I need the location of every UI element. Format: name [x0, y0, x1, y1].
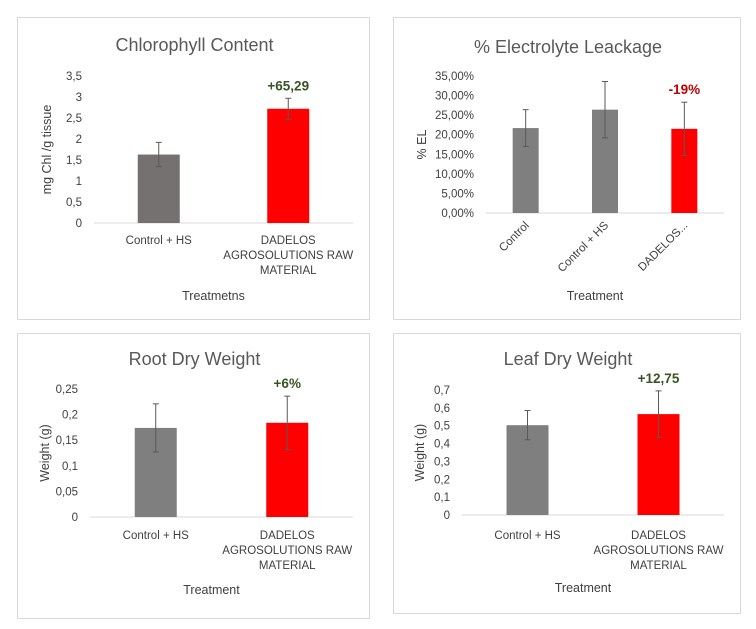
y-tick-label: 10,00%: [435, 169, 474, 181]
chart-panel-chlorophyll: Chlorophyll Content 0 0,5 1 1,5 2 2,5 3 3,5 Contr…: [17, 17, 370, 320]
x-category-label-line: AGROSOLUTIONS RAW: [223, 250, 353, 262]
y-tick-label: 0,1: [434, 492, 450, 504]
x-category-label-line: DADELOS: [261, 235, 316, 247]
x-category-label-line: AGROSOLUTIONS RAW: [594, 545, 724, 557]
x-category-label: DADELOS AGROSOLUTIONS RAW MATERIAL: [222, 530, 352, 572]
x-category-label: DADELOS...: [636, 220, 690, 274]
percent-change-label: +12,75: [638, 371, 680, 386]
leaf-dry-weight-chart-svg: Leaf Dry Weight 0 0,1 0,2 0,3 0,4 0,5 0,6 0,7 Con…: [413, 349, 724, 595]
y-axis-label: mg Chl /g tissue: [40, 105, 54, 195]
x-category-label: Control + HS: [494, 530, 560, 542]
y-tick-label: 30,00%: [435, 91, 474, 103]
x-axis-label: Treatmetns: [182, 289, 245, 303]
x-axis-label: Treatment: [555, 581, 612, 595]
y-tick-label: 0,2: [62, 410, 78, 422]
y-tick-label: 0,5: [434, 421, 450, 433]
chlorophyll-chart-svg: Chlorophyll Content 0 0,5 1 1,5 2 2,5 3 3,5 Contr…: [40, 35, 353, 303]
x-category-label: Control + HS: [123, 530, 189, 542]
x-category-label-line: MATERIAL: [259, 560, 316, 572]
y-tick-label: 0,2: [434, 474, 450, 486]
y-tick-label: 20,00%: [435, 130, 474, 142]
y-tick-label: 0: [444, 510, 450, 522]
y-tick-label: 0,1: [62, 461, 78, 473]
chart-title: Chlorophyll Content: [115, 35, 273, 55]
y-tick-label: 0,6: [434, 403, 450, 415]
y-tick-label: 25,00%: [435, 110, 474, 122]
chart-title: Leaf Dry Weight: [504, 349, 633, 369]
chart-panel-root-dry-weight: Root Dry Weight 0 0,05 0,1 0,15 0,2 0,25 Contro…: [17, 333, 370, 619]
chart-title: Root Dry Weight: [129, 349, 261, 369]
y-tick-label: 0: [72, 512, 78, 524]
y-tick-label: 0,15: [56, 435, 78, 447]
x-axis-label: Treatment: [183, 583, 240, 597]
y-tick-label: 0,00%: [441, 208, 474, 220]
x-category-label-line: Control + HS: [126, 235, 192, 247]
x-category-label: Control: [497, 220, 532, 255]
x-category-label-line: DADELOS: [631, 530, 686, 542]
bar: [267, 108, 310, 223]
x-category-label: DADELOS AGROSOLUTIONS RAW MATERIAL: [594, 530, 724, 572]
y-tick-label: 1: [76, 176, 82, 188]
y-tick-label: 3: [76, 92, 82, 104]
x-axis-label: Treatment: [567, 289, 624, 303]
y-tick-label: 0,7: [434, 385, 450, 397]
y-tick-label: 3,5: [66, 71, 82, 83]
y-tick-label: 35,00%: [435, 71, 474, 83]
y-tick-label: 5,00%: [441, 188, 474, 200]
x-category-label-line: AGROSOLUTIONS RAW: [222, 545, 352, 557]
percent-change-label: +6%: [274, 376, 301, 391]
percent-change-label: +65,29: [267, 78, 309, 93]
y-tick-label: 0,5: [66, 197, 82, 209]
x-category-label: Control + HS: [126, 235, 192, 247]
x-category-label: DADELOS AGROSOLUTIONS RAW MATERIAL: [223, 235, 353, 277]
electrolyte-leakage-chart-svg: % Electrolyte Leackage 0,00% 5,00% 10,00% 15…: [415, 37, 724, 303]
percent-change-label: -19%: [669, 82, 701, 97]
chart-panel-electrolyte-leakage: % Electrolyte Leackage 0,00% 5,00% 10,00% 15…: [393, 17, 741, 320]
x-category-label-line: DADELOS: [260, 530, 315, 542]
x-category-label-line: Control + HS: [494, 530, 560, 542]
root-dry-weight-chart-svg: Root Dry Weight 0 0,05 0,1 0,15 0,2 0,25 Contro…: [38, 349, 353, 597]
y-tick-label: 2,5: [66, 113, 82, 125]
y-tick-label: 0: [76, 218, 82, 230]
x-category-label-line: MATERIAL: [630, 560, 687, 572]
x-category-label-line: Control + HS: [123, 530, 189, 542]
y-axis-label: % EL: [415, 130, 429, 160]
y-tick-label: 0,4: [434, 439, 451, 451]
y-axis-label: Weight (g): [38, 424, 52, 481]
y-tick-label: 0,05: [56, 486, 78, 498]
y-tick-label: 2: [76, 134, 82, 146]
y-tick-label: 15,00%: [435, 149, 474, 161]
chart-panel-leaf-dry-weight: Leaf Dry Weight 0 0,1 0,2 0,3 0,4 0,5 0,6 0,7 Con…: [393, 333, 741, 614]
y-tick-label: 1,5: [66, 155, 82, 167]
chart-title: % Electrolyte Leackage: [474, 37, 662, 57]
y-axis-label: Weight (g): [413, 424, 427, 481]
x-category-label-line: MATERIAL: [260, 265, 317, 277]
y-tick-label: 0,25: [56, 384, 78, 396]
y-tick-label: 0,3: [434, 456, 450, 468]
x-category-label: Control + HS: [556, 219, 611, 274]
